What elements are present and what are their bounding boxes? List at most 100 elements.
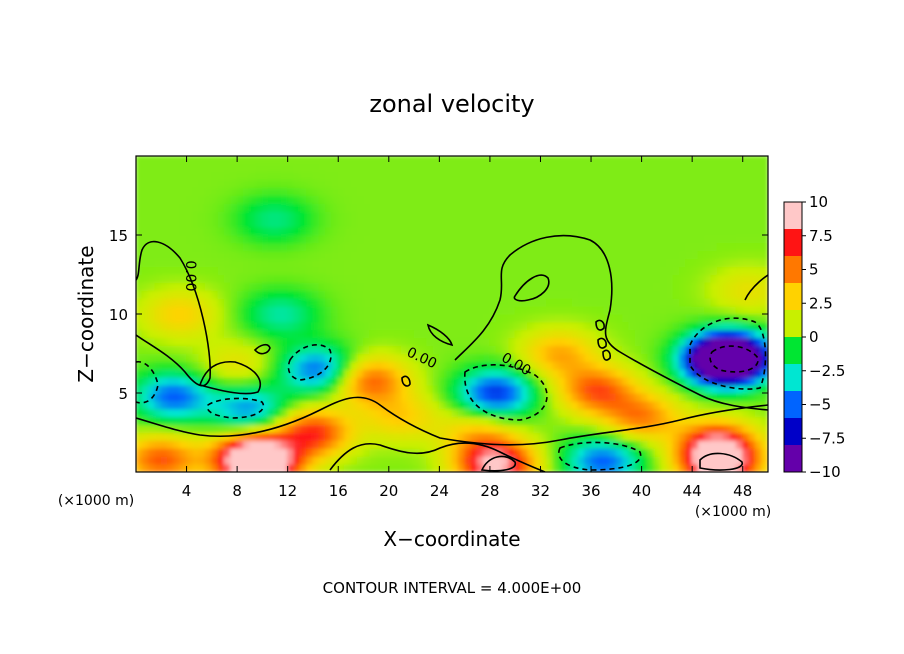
- heatmap-cell: [697, 171, 706, 181]
- heatmap-cell: [426, 218, 434, 228]
- heatmap-cell: [217, 392, 225, 402]
- heatmap-cell: [211, 274, 219, 283]
- heatmap-cell: [641, 321, 649, 331]
- heatmap-cell: [622, 234, 630, 244]
- heatmap-cell: [685, 179, 693, 189]
- heatmap-cell: [647, 266, 655, 275]
- heatmap-cell: [136, 392, 143, 402]
- heatmap-cell: [274, 195, 282, 204]
- heatmap-cell: [754, 226, 763, 236]
- heatmap-cell: [647, 274, 655, 283]
- heatmap-cell: [672, 321, 681, 331]
- heatmap-cell: [653, 424, 662, 433]
- heatmap-cell: [710, 432, 718, 441]
- heatmap-cell: [154, 210, 162, 220]
- heatmap-cell: [539, 432, 548, 441]
- heatmap-cell: [148, 226, 156, 236]
- heatmap-cell: [577, 384, 586, 394]
- heatmap-cell: [660, 297, 668, 307]
- heatmap-cell: [710, 179, 718, 189]
- heatmap-cell: [167, 266, 175, 275]
- heatmap-cell: [280, 353, 289, 362]
- heatmap-cell: [363, 195, 371, 204]
- heatmap-cell: [748, 163, 756, 173]
- heatmap-cell: [729, 210, 737, 220]
- heatmap-cell: [464, 258, 472, 268]
- heatmap-cell: [223, 281, 232, 291]
- heatmap-cell: [331, 156, 339, 165]
- heatmap-cell: [381, 313, 390, 323]
- heatmap-cell: [141, 321, 150, 331]
- heatmap-cell: [154, 274, 162, 283]
- heatmap-cell: [464, 202, 472, 212]
- heatmap-cell: [697, 258, 706, 268]
- heatmap-cell: [445, 321, 453, 331]
- heatmap-cell: [173, 234, 181, 244]
- heatmap-cell: [249, 163, 257, 173]
- heatmap-cell: [704, 416, 712, 426]
- heatmap-cell: [704, 439, 712, 449]
- heatmap-cell: [432, 329, 440, 339]
- heatmap-cell: [242, 289, 251, 299]
- heatmap-cell: [470, 392, 478, 402]
- heatmap-cell: [280, 400, 289, 410]
- heatmap-cell: [533, 455, 541, 465]
- heatmap-cell: [565, 360, 573, 370]
- heatmap-cell: [748, 202, 756, 212]
- heatmap-cell: [274, 337, 282, 347]
- heatmap-cell: [394, 329, 402, 339]
- heatmap-cell: [331, 360, 339, 370]
- heatmap-cell: [223, 156, 232, 165]
- colorbar-swatch: [784, 445, 802, 473]
- heatmap-cell: [236, 360, 244, 370]
- heatmap-cell: [565, 345, 573, 354]
- heatmap-cell: [306, 258, 314, 268]
- heatmap-cell: [356, 281, 365, 291]
- heatmap-cell: [666, 226, 674, 236]
- heatmap-cell: [388, 202, 396, 212]
- heatmap-cell: [577, 424, 586, 433]
- heatmap-cell: [148, 353, 156, 362]
- heatmap-cell: [565, 258, 573, 268]
- heatmap-cell: [167, 408, 175, 418]
- heatmap-cell: [426, 392, 434, 402]
- heatmap-cell: [577, 463, 586, 472]
- heatmap-cell: [527, 392, 535, 402]
- heatmap-cell: [489, 195, 497, 204]
- heatmap-cell: [205, 202, 213, 212]
- heatmap-cell: [280, 416, 289, 426]
- heatmap-cell: [388, 156, 396, 165]
- heatmap-cell: [470, 179, 478, 189]
- heatmap-cell: [280, 195, 289, 204]
- heatmap-cell: [729, 392, 737, 402]
- heatmap-cell: [723, 424, 731, 433]
- heatmap-cell: [596, 447, 605, 457]
- heatmap-cell: [697, 400, 706, 410]
- heatmap-cell: [198, 416, 207, 426]
- heatmap-cell: [697, 337, 706, 347]
- heatmap-cell: [160, 455, 169, 465]
- heatmap-cell: [426, 226, 434, 236]
- heatmap-cell: [577, 195, 586, 204]
- heatmap-cell: [249, 376, 257, 386]
- heatmap-cell: [596, 368, 605, 378]
- heatmap-cell: [603, 195, 611, 204]
- heatmap-cell: [679, 416, 687, 426]
- heatmap-cell: [318, 281, 327, 291]
- heatmap-cell: [527, 345, 535, 354]
- heatmap-cell: [141, 242, 150, 252]
- heatmap-cell: [344, 210, 352, 220]
- heatmap-cell: [653, 195, 662, 204]
- heatmap-cell: [419, 297, 428, 307]
- heatmap-cell: [375, 274, 383, 283]
- heatmap-cell: [748, 250, 756, 260]
- heatmap-cell: [558, 463, 567, 472]
- heatmap-cell: [223, 266, 232, 275]
- heatmap-cell: [735, 416, 744, 426]
- heatmap-cell: [407, 274, 415, 283]
- heatmap-cell: [438, 297, 447, 307]
- heatmap-cell: [280, 321, 289, 331]
- heatmap-cell: [464, 337, 472, 347]
- x-tick-label: 28: [480, 482, 499, 500]
- heatmap-cell: [154, 447, 162, 457]
